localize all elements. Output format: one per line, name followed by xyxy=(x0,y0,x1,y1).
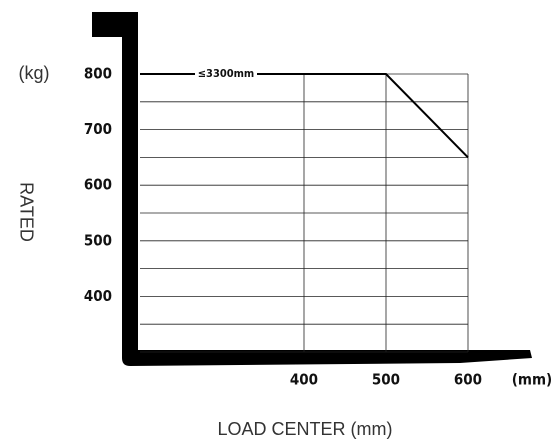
y-tick-label: 500 xyxy=(84,231,112,249)
y-unit: (kg) xyxy=(19,63,50,83)
y-tick-label: 400 xyxy=(84,287,112,305)
y-tick-label: 700 xyxy=(84,120,112,138)
chart: (kg) RATED (mm) LOAD CENTER (mm) 400 500 6… xyxy=(0,0,552,446)
x-tick-label: 500 xyxy=(372,371,400,389)
x-tick-label: 600 xyxy=(454,371,482,389)
annotation: ≤3300mm xyxy=(198,67,254,80)
fork-shape xyxy=(92,12,532,366)
x-unit: (mm) xyxy=(512,371,552,389)
y-tick-label: 600 xyxy=(84,176,112,194)
y-label: RATED xyxy=(16,182,36,242)
x-tick-label: 400 xyxy=(290,371,318,389)
y-tick-label: 800 xyxy=(84,65,112,83)
x-label: LOAD CENTER (mm) xyxy=(218,419,393,439)
